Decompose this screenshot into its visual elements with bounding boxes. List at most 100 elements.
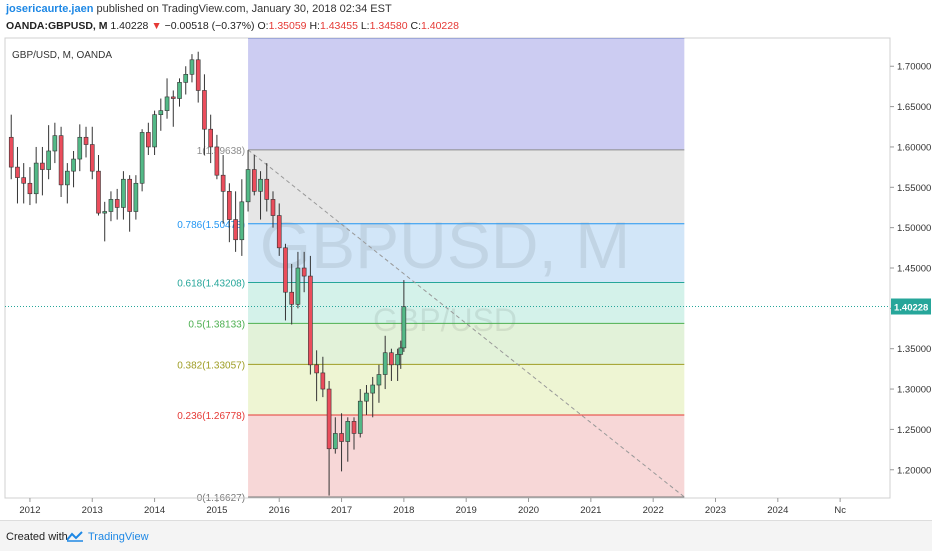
fib-zone [248, 282, 685, 324]
candle-body [314, 364, 319, 374]
candle-body [195, 59, 201, 91]
tradingview-logo-icon [66, 531, 83, 542]
candle-body [102, 211, 108, 214]
fib-level-label: 0.5(1.38133) [188, 319, 245, 330]
time-tick-label: 2016 [269, 505, 290, 516]
candle-body [245, 169, 251, 203]
fib-zone [248, 38, 685, 150]
price-tick-label: 1.55000 [897, 183, 931, 194]
candle-body [133, 182, 139, 212]
candle-body [170, 96, 176, 99]
candle-body [339, 433, 344, 442]
candle-body [208, 128, 213, 148]
price-chart[interactable]: GBPUSD, M GBP/USD 1(1.59638) 0.786(1.50478)… [0, 36, 932, 520]
price-tick-label: 1.50000 [897, 223, 931, 234]
candle-body [177, 82, 182, 99]
pane-label: GBP/USD, M, OANDA [12, 50, 112, 61]
candle-body [158, 110, 164, 115]
down-arrow-icon: ▼ [151, 20, 162, 32]
price-tick-label: 1.60000 [897, 142, 931, 153]
candle-body [364, 392, 369, 402]
candle-body [214, 146, 220, 176]
candle-body [139, 132, 145, 184]
candle-body [183, 74, 189, 83]
candle-body [401, 306, 407, 349]
tradingview-brand-link[interactable]: TradingView [88, 531, 149, 543]
fib-zone [248, 149, 685, 224]
fib-level-label: 1(1.59638) [197, 146, 245, 157]
candle-body [276, 215, 282, 249]
candle-body [308, 275, 313, 366]
open-value: 1.35059 [268, 20, 307, 32]
close-value: 1.40228 [421, 20, 459, 32]
candle-body [33, 162, 39, 195]
low-value: 1.34580 [369, 20, 408, 32]
candle-body [389, 352, 394, 366]
candle-body [58, 135, 64, 186]
high-value: 1.43455 [319, 20, 358, 32]
published-text: published on TradingView.com, January 30… [96, 3, 392, 15]
candle-body [382, 352, 388, 375]
time-tick-label: 2012 [19, 505, 40, 516]
candle-body [127, 178, 132, 212]
candle-body [320, 372, 326, 390]
time-tick-label: Nc [834, 505, 846, 516]
candle-body [370, 384, 376, 394]
fib-level-label: 0.618(1.43208) [177, 278, 245, 289]
time-tick-label: 2014 [144, 505, 165, 516]
price-tick-label: 1.70000 [897, 62, 931, 73]
fib-level-label: 0.236(1.26778) [177, 411, 245, 422]
candle-body [295, 267, 301, 305]
time-tick-label: 2013 [82, 505, 103, 516]
candle-body [65, 170, 70, 186]
author-link[interactable]: josericaurte.jaen [6, 3, 94, 15]
chart-header: josericaurte.jaen published on TradingVi… [0, 0, 932, 36]
candle-body [398, 347, 404, 355]
candle-body [83, 136, 89, 145]
candle-body [40, 162, 45, 170]
candle-body [164, 96, 170, 111]
current-price-tag [891, 298, 931, 315]
candle-body [227, 191, 232, 220]
fib-level-label: 0.786(1.50478) [177, 220, 245, 231]
created-with-text: Created with [6, 531, 68, 543]
candle-body [21, 177, 26, 184]
fib-zone [248, 364, 685, 416]
price-tick-label: 1.20000 [897, 465, 931, 476]
price-tick-label: 1.65000 [897, 102, 931, 113]
candle-body [233, 219, 238, 241]
fib-zone [248, 223, 685, 283]
watermark-pair: GBP/USD [373, 302, 517, 338]
open-label: O: [257, 20, 269, 32]
candle-body [251, 169, 257, 192]
candle-body [202, 90, 207, 130]
candle-body [395, 354, 400, 366]
candle-body [326, 388, 332, 450]
candle-body [96, 170, 101, 214]
symbol-label: OANDA:GBPUSD, M [6, 20, 108, 32]
time-tick-label: 2015 [206, 505, 227, 516]
candle-body [15, 166, 20, 178]
price-change: −0.00518 (−0.37%) [164, 20, 255, 32]
candle-body [27, 182, 33, 195]
candle-body [289, 291, 294, 305]
close-label: C: [410, 20, 422, 32]
time-tick-label: 2019 [456, 505, 477, 516]
candle-body [89, 144, 95, 172]
price-tick-label: 1.30000 [897, 385, 931, 396]
candle-body [71, 158, 76, 172]
price-tick-label: 1.35000 [897, 344, 931, 355]
candle-body [264, 178, 270, 200]
watermark-symbol: GBPUSD, M [260, 208, 630, 282]
quote-line: OANDA:GBPUSD, M 1.40228 ▼ −0.00518 (−0.3… [6, 20, 459, 32]
time-tick-label: 2024 [767, 505, 788, 516]
candle-body [357, 400, 363, 434]
time-tick-label: 2020 [518, 505, 539, 516]
candle-body [8, 136, 14, 168]
low-label: L: [360, 20, 370, 32]
candle-body [189, 59, 195, 75]
high-label: H: [309, 20, 320, 32]
last-price: 1.40228 [110, 20, 149, 32]
candle-body [239, 201, 245, 241]
candle-body [52, 135, 58, 152]
